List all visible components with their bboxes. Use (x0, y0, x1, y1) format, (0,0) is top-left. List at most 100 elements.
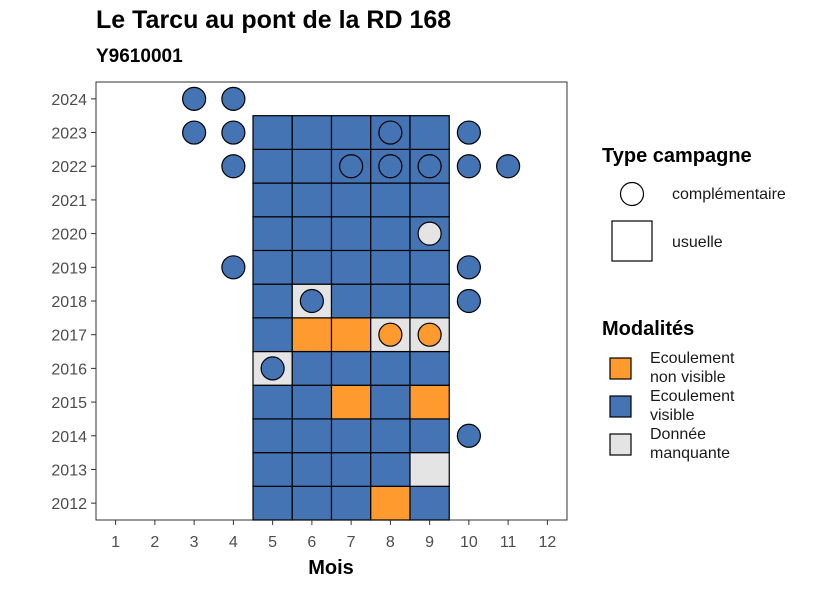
y-tick-label-2012: 2012 (51, 496, 87, 513)
tile-2012-9 (409, 485, 450, 521)
tile-2021-5 (252, 182, 293, 218)
legend-label-donnee_manquante-0: Donnée (650, 426, 706, 443)
point-2023-3 (182, 120, 207, 145)
chart-subtitle: Y9610001 (96, 46, 183, 67)
tile-2014-8 (370, 418, 411, 454)
legend-usuelle-label: usuelle (672, 234, 723, 251)
x-tick-label-5: 5 (268, 534, 277, 551)
tile-2014-9 (409, 418, 450, 454)
tile-2016-8 (370, 350, 411, 386)
complementaire-points (182, 86, 521, 448)
tile-2017-5 (252, 317, 293, 353)
tile-2023-6 (291, 115, 333, 150)
tile-2013-8 (370, 452, 411, 487)
legend-type-title: Type campagne (602, 145, 752, 167)
point-2017-8 (378, 322, 403, 347)
tile-2021-6 (291, 182, 333, 218)
point-2018-10 (456, 288, 481, 314)
point-2019-10 (456, 255, 481, 280)
tile-2022-6 (291, 148, 333, 184)
x-axis-title: Mois (308, 557, 354, 579)
y-tick-label-2016: 2016 (51, 361, 87, 378)
y-tick-label-2018: 2018 (51, 294, 87, 311)
tile-2021-8 (370, 182, 411, 218)
tile-2023-9 (409, 115, 450, 150)
tile-2019-7 (330, 249, 372, 285)
y-tick-label-2020: 2020 (51, 227, 87, 244)
y-tick-label-2017: 2017 (51, 328, 87, 345)
tile-2016-7 (330, 350, 372, 386)
tile-2014-7 (330, 418, 372, 454)
x-tick-label-9: 9 (425, 534, 434, 551)
point-2022-4 (221, 154, 246, 179)
y-tick-label-2013: 2013 (51, 462, 87, 479)
point-2023-10 (456, 120, 481, 145)
tile-2020-7 (330, 216, 372, 252)
point-2023-4 (221, 120, 246, 145)
tile-2020-5 (252, 216, 293, 252)
point-2022-9 (417, 154, 442, 179)
point-2024-3 (182, 86, 207, 111)
point-2014-10 (456, 423, 481, 448)
tile-2019-9 (409, 249, 450, 285)
chart-title: Le Tarcu au pont de la RD 168 (96, 6, 452, 34)
legend-label-ecoulement_non_visible-0: Ecoulement (650, 350, 735, 367)
legend-swatch-donnee_manquante (609, 433, 632, 456)
tile-2023-7 (330, 115, 372, 150)
tile-2020-6 (291, 216, 333, 252)
tile-2013-6 (291, 452, 333, 487)
tile-2018-7 (330, 283, 372, 319)
usuelle-tiles (252, 115, 450, 521)
legend-square-symbol (611, 220, 653, 262)
tile-2017-6 (291, 317, 333, 353)
x-tick-label-6: 6 (307, 534, 316, 551)
tile-2012-5 (252, 485, 293, 521)
tile-2014-6 (291, 418, 333, 454)
tile-2013-7 (330, 452, 372, 487)
tile-2016-9 (409, 350, 450, 386)
tile-2019-6 (291, 249, 333, 285)
x-tick-label-11: 11 (500, 534, 517, 551)
tile-2016-6 (291, 350, 333, 386)
x-axis: 1 2 3 4 5 6 7 8 9 10 11 12 (111, 520, 556, 551)
point-2019-4 (221, 255, 246, 280)
legend-type-campagne: Type campagne complémentaire usuelle (602, 145, 786, 262)
tile-2015-6 (291, 384, 333, 420)
x-tick-label-12: 12 (538, 534, 556, 551)
point-2023-8 (378, 120, 403, 145)
y-tick-label-2014: 2014 (51, 429, 87, 446)
y-axis: 2012 2013 2014 2015 2016 2017 2018 2019 2020 2021… (51, 92, 96, 513)
x-tick-label-8: 8 (386, 534, 395, 551)
y-tick-label-2015: 2015 (51, 395, 87, 412)
legend-label-ecoulement_visible-1: visible (650, 407, 695, 424)
point-2017-9 (417, 322, 442, 347)
tile-2015-7 (330, 384, 372, 420)
point-2024-4 (221, 86, 246, 111)
point-2016-5 (260, 356, 285, 381)
tile-2012-8 (370, 485, 411, 521)
y-tick-label-2024: 2024 (51, 92, 87, 109)
tile-2021-9 (409, 182, 450, 218)
x-tick-label-4: 4 (229, 534, 238, 551)
point-2018-6 (299, 288, 324, 314)
legend-label-ecoulement_visible-0: Ecoulement (650, 388, 735, 405)
tile-2019-5 (252, 249, 293, 285)
legend-swatch-ecoulement_visible (609, 395, 632, 418)
tile-2018-8 (370, 283, 411, 319)
tile-2012-7 (330, 485, 372, 521)
x-tick-label-3: 3 (190, 534, 199, 551)
y-tick-label-2022: 2022 (51, 159, 87, 176)
x-tick-label-1: 1 (111, 534, 120, 551)
tile-2015-5 (252, 384, 293, 420)
legend-label-ecoulement_non_visible-1: non visible (650, 369, 726, 386)
tile-2020-8 (370, 216, 411, 252)
legend-circle-symbol (619, 181, 645, 207)
tile-2013-5 (252, 452, 293, 487)
legend-modalites-title: Modalités (602, 318, 694, 340)
tile-2015-8 (370, 384, 411, 420)
tile-2018-5 (252, 283, 293, 319)
tile-2015-9 (409, 384, 450, 420)
x-tick-label-7: 7 (347, 534, 356, 551)
tile-2019-8 (370, 249, 411, 285)
